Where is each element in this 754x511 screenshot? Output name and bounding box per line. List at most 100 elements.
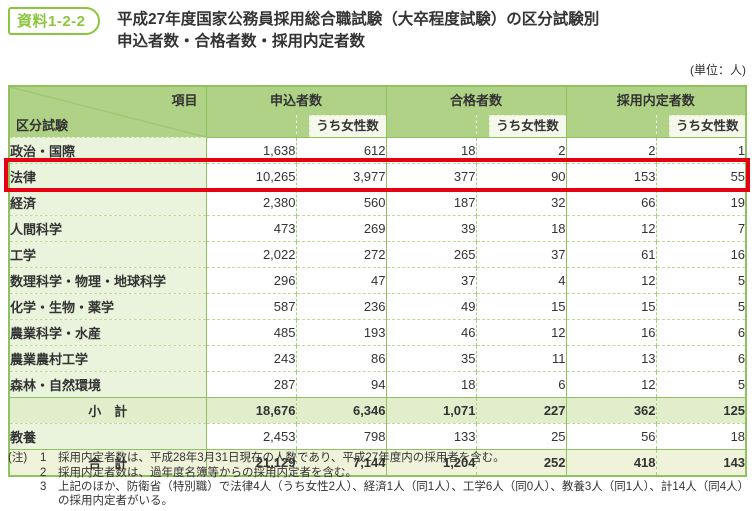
- cell-value: 21,129: [205, 449, 296, 476]
- cell-value: 125: [655, 397, 747, 424]
- cell-value: 11: [475, 345, 567, 372]
- cell-value: 269: [295, 215, 387, 242]
- cell-value: 7: [655, 215, 747, 242]
- cell-value: 1,638: [205, 137, 296, 164]
- corner-cell: 項目 区分試験: [9, 86, 206, 138]
- subheader-spacer: [205, 112, 296, 138]
- cell-value: 1: [655, 137, 747, 164]
- table-row-math-physics-earth: 数理科学・物理・地球科学 296 47 37 4 12 5: [9, 267, 747, 294]
- cell-value: 6: [475, 371, 567, 398]
- table-row-politics: 政治・国際 1,638 612 18 2 2 1: [9, 137, 747, 164]
- cell-value: 193: [295, 319, 387, 346]
- row-label: 数理科学・物理・地球科学: [9, 267, 206, 294]
- table-row-law-highlighted: 法律 10,265 3,977 377 90 153 55: [9, 163, 747, 190]
- cell-value: 560: [295, 189, 387, 216]
- cell-value: 18: [655, 423, 747, 450]
- cell-value: 86: [295, 345, 387, 372]
- table-row-agri-science-fisheries: 農業科学・水産 485 193 46 12 16 6: [9, 319, 747, 346]
- cell-value: 227: [475, 397, 567, 424]
- cell-value: 5: [655, 371, 747, 398]
- col-header-applicants: 申込者数: [205, 86, 387, 112]
- row-label: 森林・自然環境: [9, 371, 206, 398]
- cell-value: 10,265: [205, 163, 296, 190]
- cell-value: 18: [385, 371, 477, 398]
- cell-value: 7,144: [295, 449, 387, 476]
- row-label: 教養: [9, 423, 206, 450]
- subheader-female-label: うち女性数: [308, 115, 386, 137]
- row-label: 経済: [9, 189, 206, 216]
- footnote-number: 1: [40, 452, 47, 464]
- cell-value: 418: [565, 449, 657, 476]
- footnote-text: 上記のほか、防衛省（特別職）で法律4人（うち女性2人）、経済1人（同1人）、工学…: [58, 481, 744, 507]
- cell-value: 66: [565, 189, 657, 216]
- cell-value: 2,380: [205, 189, 296, 216]
- cell-value: 90: [475, 163, 567, 190]
- cell-value: 187: [385, 189, 477, 216]
- cell-value: 236: [295, 293, 387, 320]
- cell-value: 13: [565, 345, 657, 372]
- subheader-spacer: [565, 112, 657, 138]
- row-label: 法律: [9, 163, 206, 190]
- header-row-1: 項目 区分試験 申込者数 合格者数 採用内定者数: [9, 86, 747, 138]
- cell-value: 798: [295, 423, 387, 450]
- cell-value: 16: [565, 319, 657, 346]
- cell-value: 143: [655, 449, 747, 476]
- footnotes: (注) 1 採用内定者数は、平成28年3月31日現在の人数であり、平成27年度内…: [8, 452, 748, 508]
- subheader-female-label: うち女性数: [488, 115, 566, 137]
- cell-value: 12: [565, 371, 657, 398]
- cell-value: 12: [565, 267, 657, 294]
- row-label: 合 計: [9, 449, 206, 476]
- table-row-engineering: 工学 2,022 272 265 37 61 16: [9, 241, 747, 268]
- col-header-passers: 合格者数: [385, 86, 567, 112]
- cell-value: 61: [565, 241, 657, 268]
- cell-value: 35: [385, 345, 477, 372]
- cell-value: 6: [655, 319, 747, 346]
- table-row-agri-rural-engineering: 農業農村工学 243 86 35 11 13 6: [9, 345, 747, 372]
- footnote-prefix: (注): [8, 452, 28, 464]
- cell-value: 49: [385, 293, 477, 320]
- cell-value: 1,204: [385, 449, 477, 476]
- cell-value: 39: [385, 215, 477, 242]
- cell-value: 296: [205, 267, 296, 294]
- cell-value: 47: [295, 267, 387, 294]
- cell-value: 18: [385, 137, 477, 164]
- table-row-total: 合 計 21,129 7,144 1,204 252 418 143: [9, 449, 747, 476]
- cell-value: 37: [385, 267, 477, 294]
- cell-value: 5: [655, 293, 747, 320]
- table-row-liberal-arts: 教養 2,453 798 133 25 56 18: [9, 423, 747, 450]
- subheader-female-label: うち女性数: [668, 115, 746, 137]
- cell-value: 15: [565, 293, 657, 320]
- cell-value: 377: [385, 163, 477, 190]
- cell-value: 37: [475, 241, 567, 268]
- cell-value: 485: [205, 319, 296, 346]
- row-label: 小 計: [9, 397, 206, 424]
- cell-value: 25: [475, 423, 567, 450]
- corner-label-item: 項目: [171, 93, 198, 108]
- row-label: 農業農村工学: [9, 345, 206, 372]
- diagonal-divider: [10, 87, 206, 137]
- table-row-subtotal: 小 計 18,676 6,346 1,071 227 362 125: [9, 397, 747, 424]
- subheader-female-applicants: うち女性数: [295, 112, 387, 138]
- page-title-line1: 平成27年度国家公務員採用総合職試験（大卒程度試験）の区分試験別: [117, 11, 600, 28]
- footnote-text: 採用内定者数は、過年度名簿等からの採用内定者を含む。: [58, 466, 357, 479]
- cell-value: 473: [205, 215, 296, 242]
- subheader-female-offers: うち女性数: [655, 112, 747, 138]
- row-label: 工学: [9, 241, 206, 268]
- cell-value: 3,977: [295, 163, 387, 190]
- table-row-chem-bio-pharma: 化学・生物・薬学 587 236 49 15 15 5: [9, 293, 747, 320]
- page-title-line2: 申込者数・合格者数・採用内定者数: [117, 33, 366, 50]
- row-label: 農業科学・水産: [9, 319, 206, 346]
- cell-value: 265: [385, 241, 477, 268]
- footnote-number: 2: [40, 466, 47, 479]
- cell-value: 2,453: [205, 423, 296, 450]
- cell-value: 15: [475, 293, 567, 320]
- cell-value: 32: [475, 189, 567, 216]
- cell-value: 243: [205, 345, 296, 372]
- cell-value: 2: [565, 137, 657, 164]
- cell-value: 272: [295, 241, 387, 268]
- table-row-forestry-nature: 森林・自然環境 287 94 18 6 12 5: [9, 371, 747, 398]
- cell-value: 133: [385, 423, 477, 450]
- cell-value: 19: [655, 189, 747, 216]
- col-header-offers: 採用内定者数: [565, 86, 747, 112]
